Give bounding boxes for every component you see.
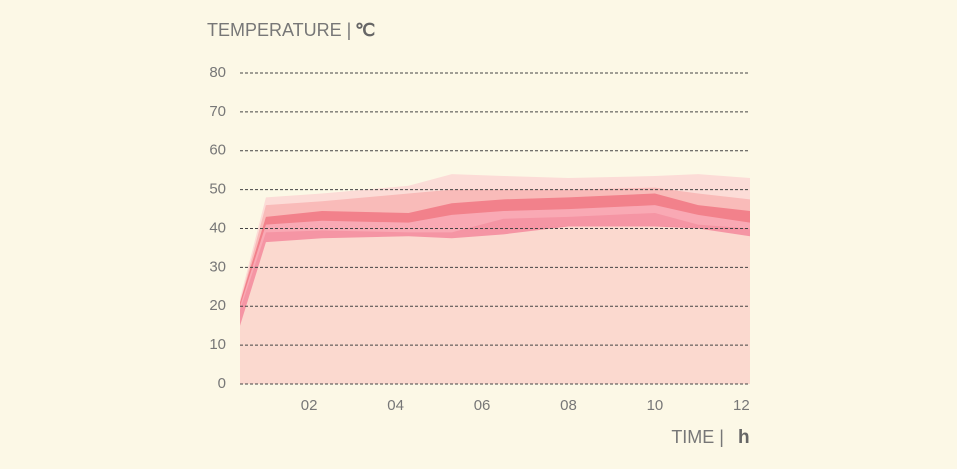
y-tick-label: 60 [209, 142, 226, 159]
y-axis-unit: ℃ [355, 20, 375, 40]
x-tick-label: 10 [647, 397, 664, 414]
x-axis-label: TIME | [671, 427, 724, 447]
y-tick-label: 20 [209, 297, 226, 314]
x-tick-label: 04 [387, 397, 404, 414]
y-tick-label: 70 [209, 103, 226, 120]
y-tick-label: 50 [209, 181, 226, 198]
y-tick-label: 0 [218, 375, 226, 392]
area [240, 226, 750, 384]
x-tick-label: 12 [733, 397, 750, 414]
y-tick-label: 40 [209, 219, 226, 236]
y-tick-label: 10 [209, 336, 226, 353]
x-tick-label: 06 [474, 397, 491, 414]
x-axis-unit: h [738, 427, 750, 448]
x-tick-label: 02 [301, 397, 318, 414]
y-tick-label: 80 [209, 64, 226, 81]
y-tick-label: 30 [209, 258, 226, 275]
x-tick-label: 08 [560, 397, 577, 414]
y-axis-label: TEMPERATURE | [207, 20, 351, 40]
